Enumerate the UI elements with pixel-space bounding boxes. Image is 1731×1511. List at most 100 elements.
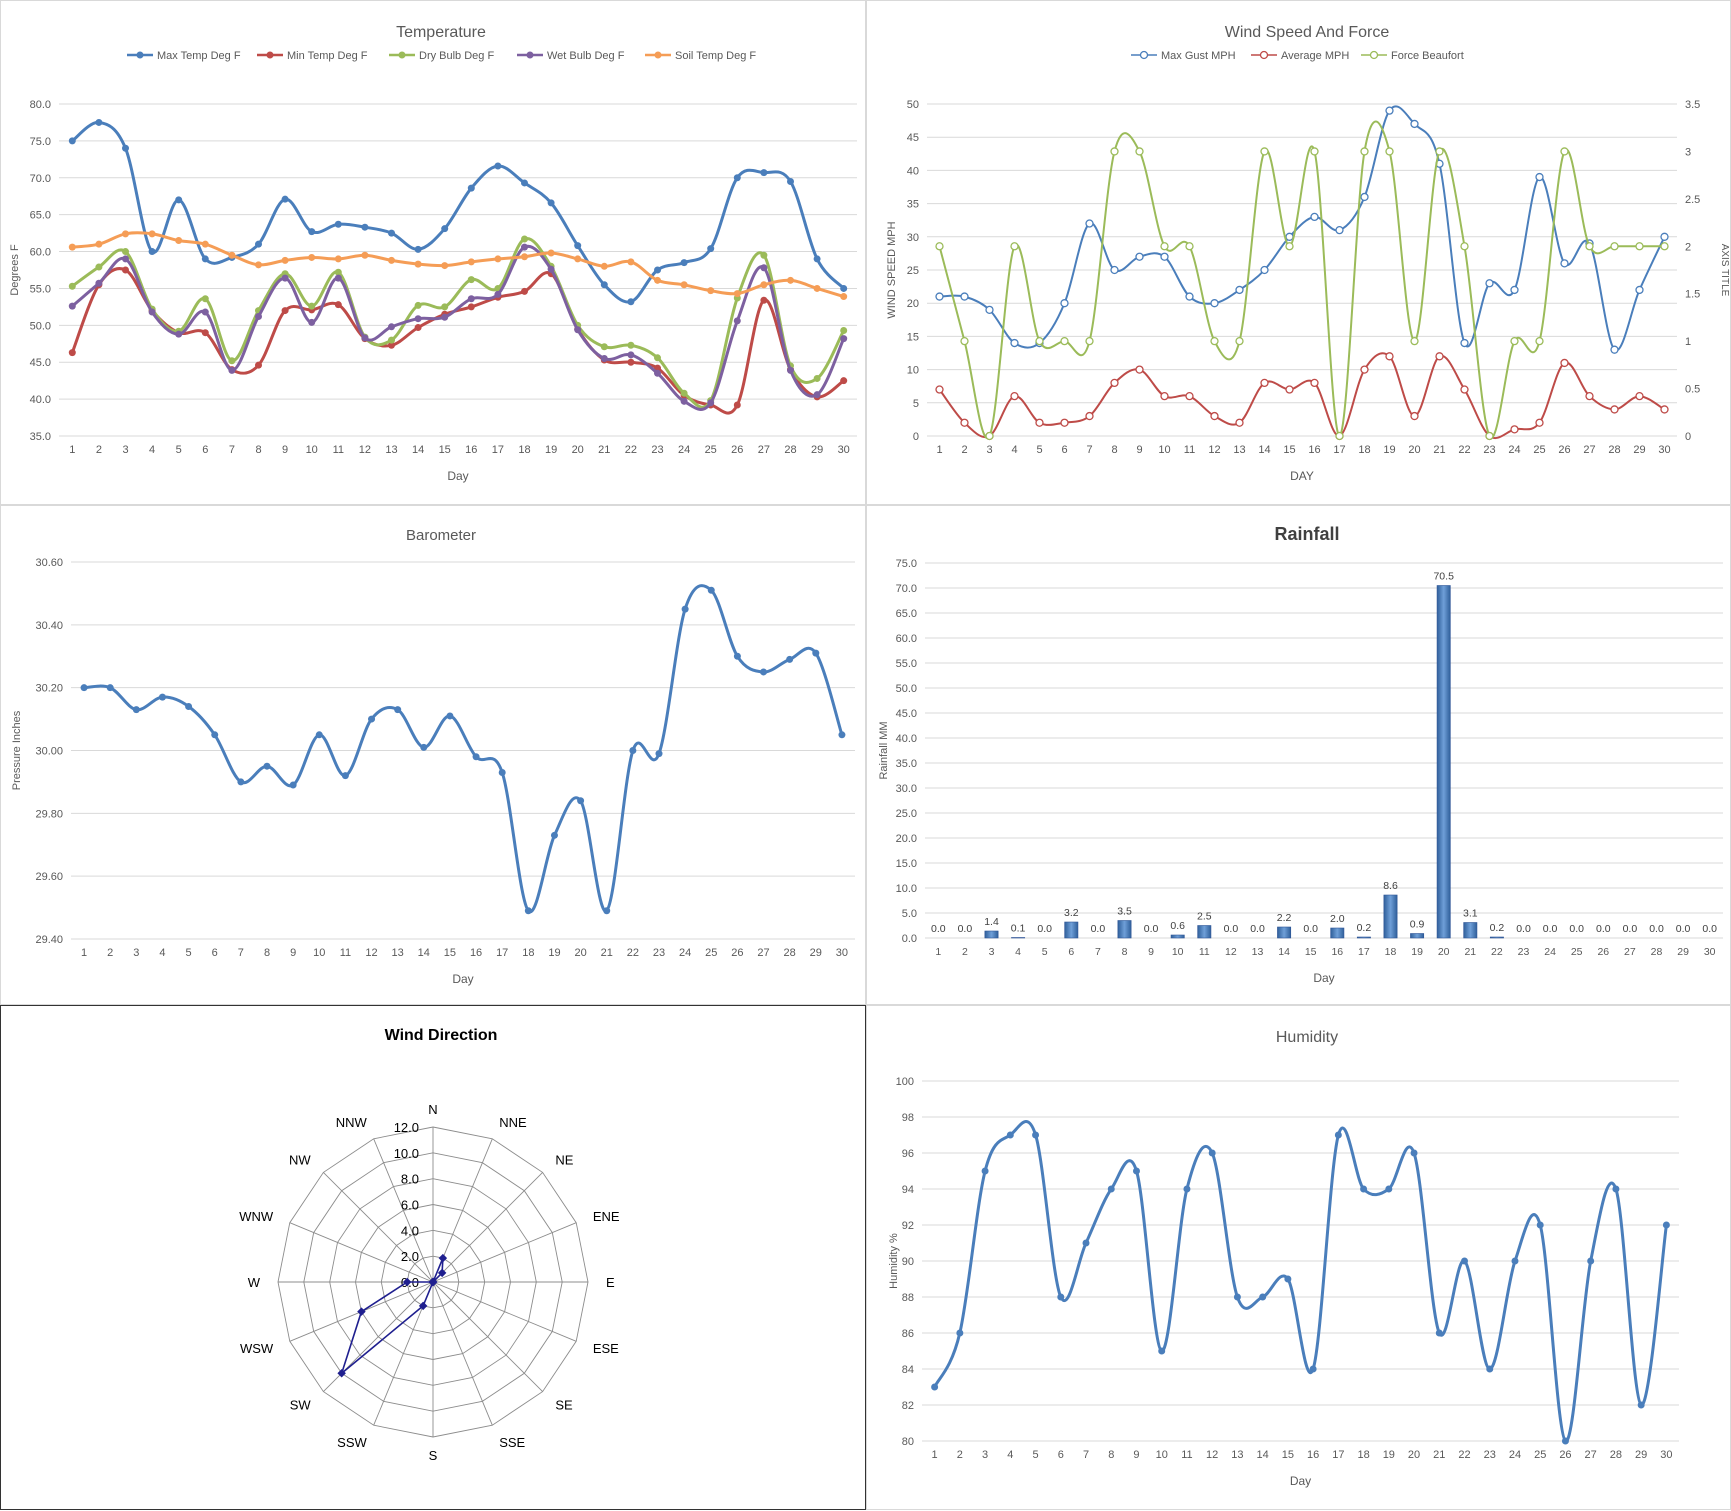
bar-data-label: 3.1	[1463, 908, 1478, 920]
x-tick-label: 15	[1282, 1449, 1294, 1461]
y-tick-label: 55.0	[896, 658, 917, 670]
data-point	[1560, 147, 1569, 156]
data-point	[1460, 338, 1469, 348]
data-point	[388, 256, 395, 264]
x-tick-label: 1	[69, 444, 75, 456]
y-tick-label: 30	[907, 232, 919, 244]
x-tick-label: 12	[1225, 946, 1237, 958]
data-point	[414, 315, 422, 323]
radar-spoke	[432, 1281, 493, 1426]
direction-label: SE	[555, 1397, 573, 1412]
data-point	[840, 377, 848, 385]
x-tick-label: 1	[936, 444, 942, 456]
data-point	[935, 385, 944, 394]
data-point	[341, 772, 349, 780]
data-point	[175, 330, 183, 338]
data-point	[361, 334, 369, 342]
x-tick-label: 27	[1585, 1449, 1597, 1461]
data-point	[122, 230, 129, 238]
data-point	[547, 199, 555, 207]
y2-tick-label: 1.5	[1685, 289, 1700, 301]
x-tick-label: 18	[1357, 1449, 1369, 1461]
x-tick-label: 22	[1458, 444, 1470, 456]
y-tick-label: 65.0	[896, 608, 917, 620]
data-point	[760, 169, 768, 177]
x-tick-label: 25	[1533, 444, 1545, 456]
data-point	[148, 230, 156, 238]
direction-label: WNW	[239, 1209, 274, 1224]
data-point	[680, 281, 688, 289]
data-point	[420, 743, 428, 751]
x-tick-label: 1	[81, 947, 87, 959]
y-tick-label: 15	[907, 331, 919, 343]
data-point	[1510, 425, 1519, 434]
data-point	[1135, 252, 1144, 261]
data-point	[655, 750, 663, 758]
x-tick-label: 6	[1068, 946, 1074, 958]
data-point	[68, 243, 76, 251]
data-point	[840, 293, 848, 301]
y-tick-label: 80.0	[30, 99, 51, 111]
x-tick-label: 4	[1007, 1449, 1013, 1461]
data-point	[787, 366, 794, 374]
data-point	[1360, 147, 1369, 156]
data-point	[960, 292, 969, 301]
x-tick-label: 15	[1305, 946, 1317, 958]
legend-marker	[398, 51, 406, 59]
bar	[1197, 925, 1212, 939]
data-point	[707, 586, 715, 594]
series-line-0	[933, 1120, 1668, 1443]
data-point	[813, 284, 821, 292]
data-point	[547, 265, 555, 273]
data-point	[574, 242, 582, 250]
data-point	[1560, 259, 1569, 268]
x-tick-label: 20	[1408, 1449, 1420, 1461]
data-point	[1035, 336, 1044, 346]
data-point	[838, 731, 846, 739]
data-point	[388, 229, 395, 237]
data-point	[1635, 242, 1644, 251]
data-point	[1107, 1185, 1115, 1193]
direction-label: NW	[289, 1153, 311, 1168]
data-point	[574, 326, 582, 334]
data-point	[603, 907, 611, 915]
y2-tick-label: 0	[1685, 431, 1691, 443]
x-tick-label: 20	[1438, 946, 1450, 958]
data-point	[467, 295, 475, 303]
x-tick-label: 11	[333, 444, 344, 456]
legend-label: Max Gust MPH	[1161, 50, 1236, 62]
direction-label: E	[606, 1275, 615, 1290]
data-point	[1335, 431, 1344, 441]
data-point	[1485, 431, 1494, 441]
y-tick-label: 10.0	[896, 883, 917, 895]
legend-marker	[136, 51, 144, 59]
y2-tick-label: 1	[1685, 336, 1691, 348]
data-point	[1435, 1329, 1443, 1337]
y-tick-label: 35.0	[896, 758, 917, 770]
data-point	[441, 303, 449, 311]
data-point	[467, 258, 475, 266]
x-tick-label: 9	[1148, 946, 1154, 958]
y-axis-label: Rainfall MM	[878, 721, 890, 779]
x-tick-label: 29	[1677, 946, 1689, 958]
legend-label: Force Beaufort	[1391, 50, 1464, 62]
data-point	[1285, 242, 1294, 251]
data-point	[1235, 418, 1244, 427]
data-point	[148, 308, 156, 316]
data-point	[627, 351, 635, 359]
legend-marker	[1369, 50, 1379, 60]
direction-label: WSW	[240, 1341, 274, 1356]
data-point	[388, 341, 395, 349]
data-point	[787, 177, 794, 185]
y-tick-label: 75.0	[896, 558, 917, 570]
bar	[1117, 920, 1132, 939]
data-point	[122, 266, 129, 274]
legend-marker	[526, 51, 534, 59]
x-tick-label: 23	[1483, 444, 1495, 456]
x-tick-label: 9	[290, 947, 296, 959]
data-point	[1310, 212, 1319, 222]
data-point	[600, 281, 608, 289]
y-tick-label: 65.0	[30, 210, 51, 222]
data-point	[281, 195, 289, 203]
data-point	[158, 693, 166, 701]
